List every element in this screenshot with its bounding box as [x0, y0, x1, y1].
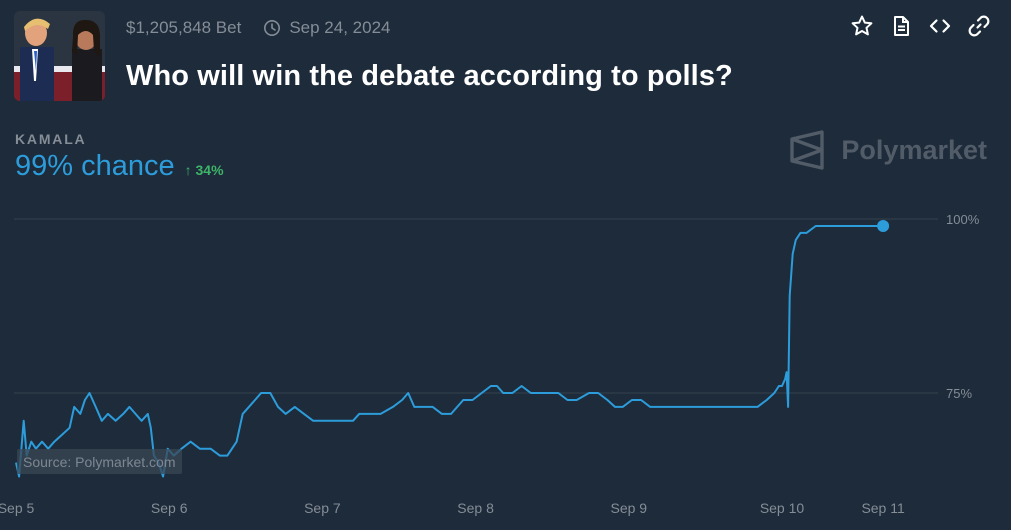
polymarket-logo-icon — [790, 130, 825, 170]
x-tick-label: Sep 8 — [457, 500, 494, 516]
chance-value: 99% chance — [15, 150, 175, 182]
source-label: Source: Polymarket.com — [17, 449, 182, 474]
link-icon[interactable] — [967, 14, 991, 38]
market-title: Who will win the debate according to pol… — [126, 60, 733, 92]
clock-icon — [263, 19, 281, 37]
x-tick-label: Sep 7 — [304, 500, 341, 516]
market-thumbnail — [14, 11, 105, 101]
x-tick-label: Sep 9 — [611, 500, 648, 516]
x-tick-label: Sep 6 — [151, 500, 188, 516]
code-icon[interactable] — [928, 14, 952, 38]
outcome-label: KAMALA — [15, 131, 87, 147]
polymarket-wordmark: Polymarket — [841, 134, 987, 165]
series-line — [15, 225, 884, 478]
market-thumbnail-image — [14, 11, 105, 101]
document-icon[interactable] — [889, 14, 913, 38]
chance-row: 99% chance ↑ 34% — [15, 150, 224, 183]
volume-text: $1,205,848 Bet — [126, 18, 242, 37]
change-badge: ↑ 34% — [185, 162, 224, 178]
polymarket-logo: Polymarket — [789, 130, 987, 170]
end-date-text: Sep 24, 2024 — [289, 18, 391, 37]
market-meta: $1,205,848 Bet Sep 24, 2024 — [126, 17, 390, 39]
x-tick-label: Sep 10 — [760, 500, 805, 516]
x-tick-label: Sep 11 — [861, 500, 905, 516]
x-tick-label: Sep 5 — [0, 500, 35, 516]
y-tick-label: 100% — [946, 212, 980, 227]
change-value: 34% — [195, 162, 224, 178]
y-tick-label: 75% — [946, 386, 972, 401]
star-icon[interactable] — [850, 14, 874, 38]
arrow-up-icon: ↑ — [184, 162, 192, 178]
latest-point — [877, 219, 890, 232]
action-bar — [850, 14, 991, 38]
